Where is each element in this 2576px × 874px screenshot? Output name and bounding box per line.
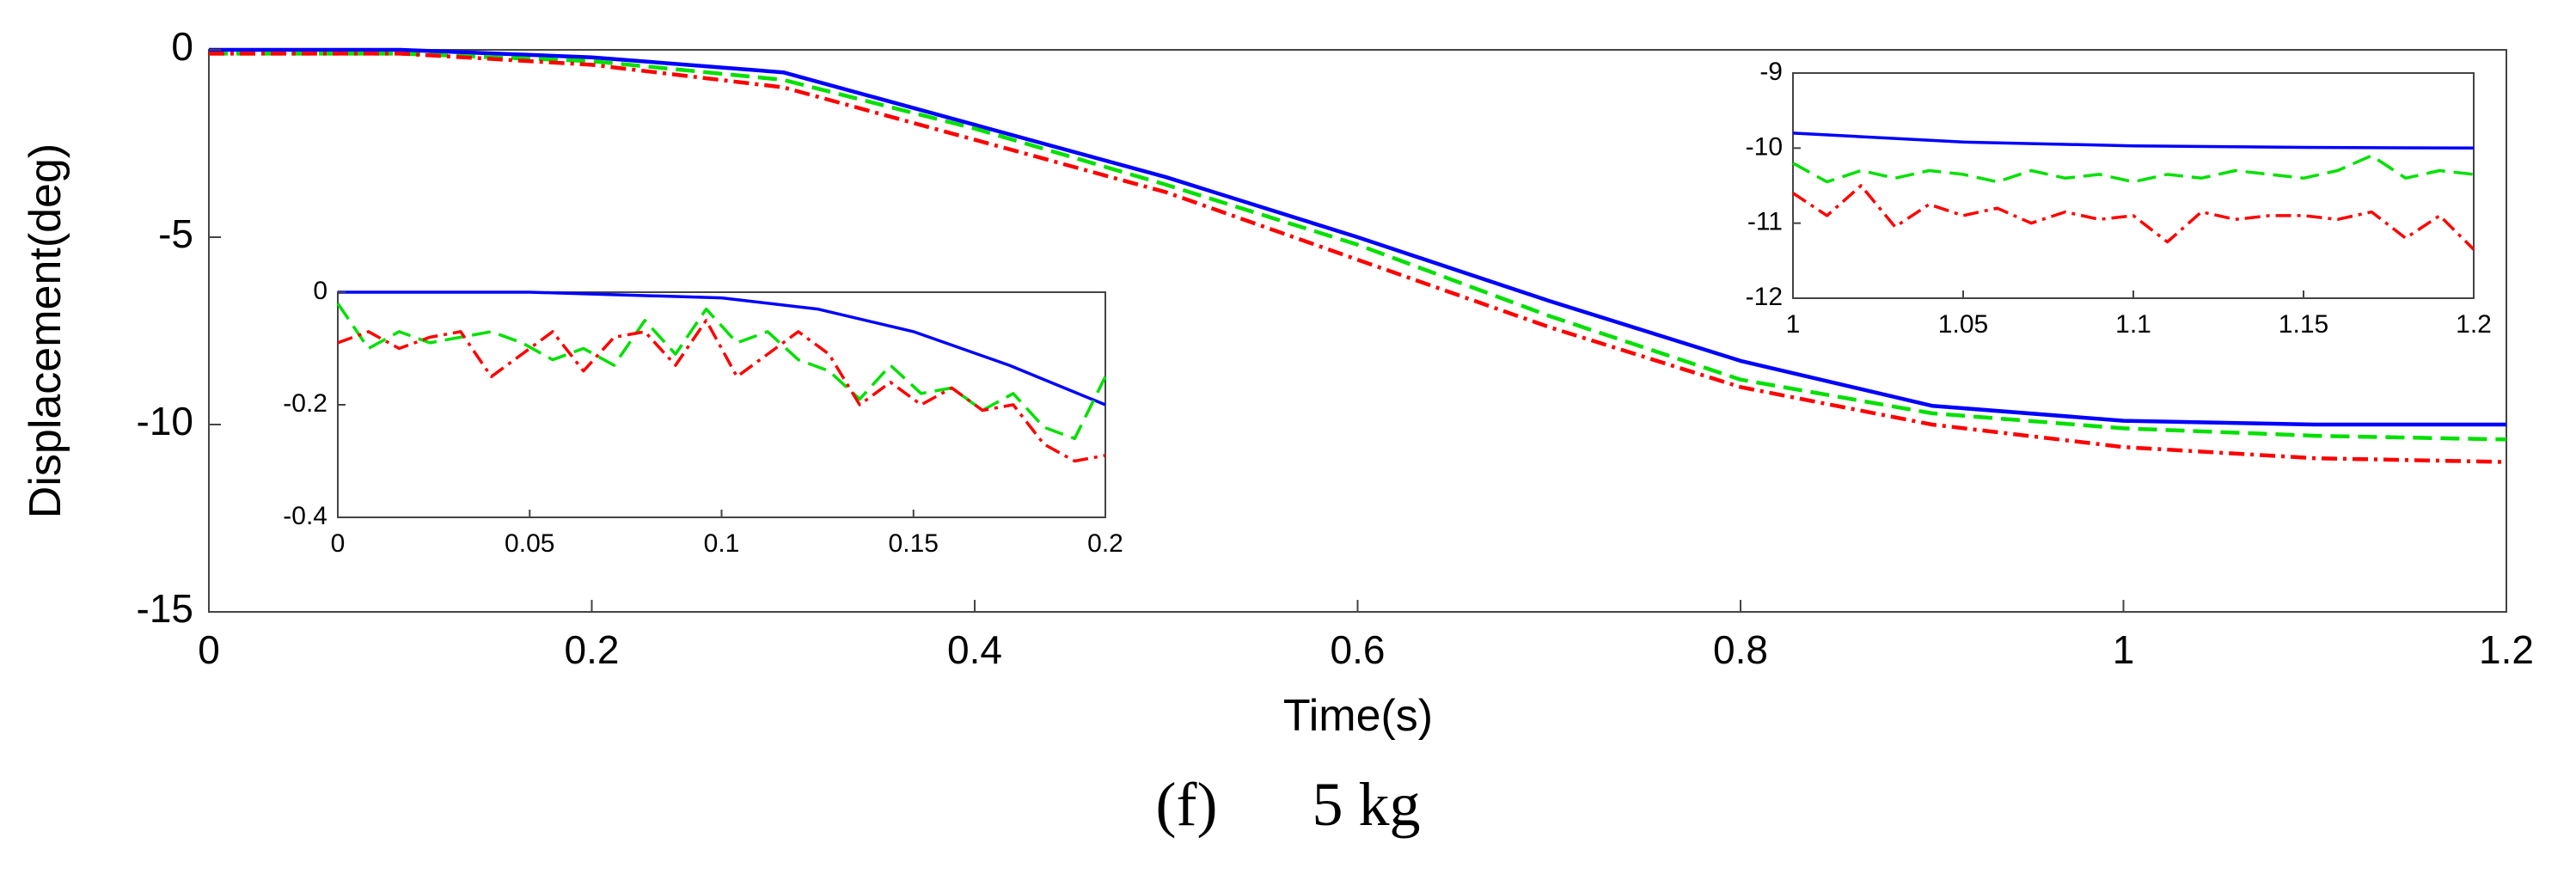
inset-right-y-ticks: -12 -11 -10 -9: [1746, 58, 1801, 311]
inset-left-series-green-dashed: [336, 303, 1107, 441]
main-chart: 0 0.2 0.4 0.6 0.8 1 1.2 -15 -10 -5 0 Time(s) Disp…: [21, 24, 2534, 741]
inset-left-series-reference: [338, 290, 1106, 406]
inset-left-y-ticks: -0.4 -0.2 0: [283, 277, 346, 530]
main-x-ticks: 0 0.2 0.4 0.6 0.8 1 1.2: [198, 600, 2534, 672]
inset-right-series-green-dashed: [1792, 154, 2475, 184]
inset-right-chart: 1 1.05 1.1 1.15 1.2 -12 -11 -10 -9: [1746, 58, 2492, 339]
inset-left-x-tick-label: 0.15: [889, 529, 939, 558]
inset-right-y-tick-label: -12: [1746, 283, 1783, 311]
main-series-group: [209, 47, 2507, 464]
inset-right-series-red-dashdot: [1792, 184, 2475, 251]
inset-left-series-group: [336, 290, 1107, 463]
inset-left-x-ticks: 0 0.05 0.1 0.15 0.2: [331, 510, 1123, 558]
main-x-tick-label: 0: [198, 627, 220, 672]
inset-left-x-tick-label: 0.2: [1087, 529, 1123, 558]
inset-right-frame: [1792, 72, 2475, 299]
main-y-tick-label: 0: [171, 24, 193, 69]
inset-right-x-tick-label: 1: [1786, 310, 1801, 339]
y-axis-label: Displacement(deg): [21, 144, 70, 518]
main-x-tick-label: 0.2: [565, 627, 620, 672]
main-x-tick-label: 0.4: [947, 627, 1002, 672]
inset-right-x-tick-label: 1.15: [2279, 310, 2328, 339]
caption-text: 5 kg: [1312, 770, 1421, 839]
main-y-tick-label: -5: [158, 211, 193, 256]
inset-left-x-tick-label: 0.05: [505, 529, 554, 558]
inset-right-series-reference: [1792, 131, 2475, 150]
inset-right-x-tick-label: 1.05: [1938, 310, 1988, 339]
inset-right-series-group: [1792, 131, 2475, 251]
inset-left-x-tick-label: 0.1: [704, 529, 740, 558]
figure-caption: (f) 5 kg: [0, 769, 2576, 840]
main-series-reference: [209, 47, 2506, 427]
inset-right-x-ticks: 1 1.05 1.1 1.15 1.2: [1786, 290, 2492, 339]
main-y-tick-label: -10: [137, 399, 193, 443]
main-x-tick-label: 1.2: [2479, 627, 2534, 672]
main-y-tick-label: -15: [137, 586, 193, 631]
inset-left-chart: 0 0.05 0.1 0.15 0.2 -0.4 -0.2 0: [283, 277, 1123, 558]
main-series-red-dashdot: [209, 52, 2507, 464]
inset-left-x-tick-label: 0: [331, 529, 346, 558]
inset-right-y-tick-label: -10: [1746, 132, 1783, 161]
inset-right-x-tick-label: 1.2: [2456, 310, 2492, 339]
inset-left-y-tick-label: -0.4: [283, 502, 327, 530]
x-axis-label: Time(s): [1283, 691, 1433, 741]
inset-left-y-tick-label: 0: [313, 277, 327, 305]
main-y-ticks: -15 -10 -5 0: [137, 24, 221, 631]
inset-right-y-tick-label: -9: [1759, 58, 1783, 86]
main-x-tick-label: 1: [2113, 627, 2135, 672]
inset-left-y-tick-label: -0.2: [283, 389, 327, 418]
main-x-tick-label: 0.6: [1331, 627, 1386, 672]
inset-right-x-tick-label: 1.1: [2115, 310, 2151, 339]
main-series-green-dashed: [209, 52, 2507, 442]
inset-left-series-red-dashdot: [337, 319, 1106, 463]
inset-right-y-tick-label: -11: [1747, 208, 1783, 236]
main-x-tick-label: 0.8: [1713, 627, 1768, 672]
caption-label: (f): [1155, 770, 1218, 839]
